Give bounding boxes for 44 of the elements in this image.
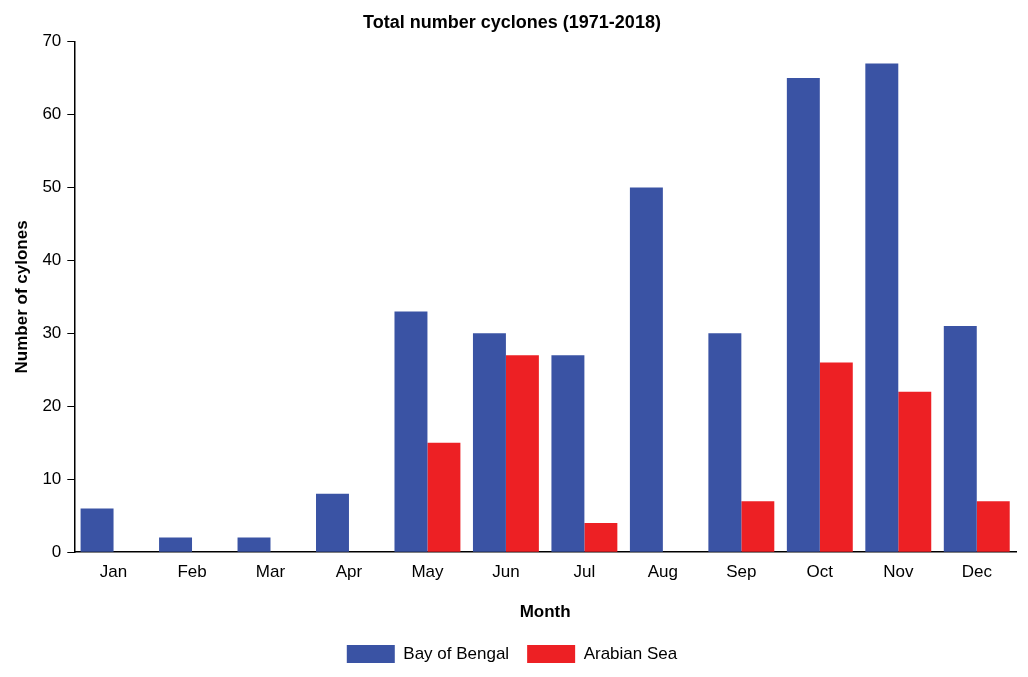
y-tick-label: 40 [42,250,62,270]
bar [898,391,932,552]
chart-title: Total number cyclones (1971-2018) [363,11,661,32]
bar [237,537,271,552]
bar [629,187,663,552]
bar [584,523,618,552]
x-tick-label: Apr [335,562,363,582]
y-tick-label: 20 [42,396,62,415]
y-tick-label: 70 [42,31,62,51]
x-tick-label: Mar [255,562,286,582]
bar [786,78,820,552]
x-tick-label: Dec [961,562,993,582]
y-tick-label: 60 [42,104,62,124]
x-axis-title: Month [519,602,571,622]
x-tick-label: Jul [573,562,596,582]
bar [708,333,742,552]
bar [159,537,193,552]
bar [472,333,506,552]
bar [394,311,428,552]
x-tick-label: Jun [492,562,520,582]
x-tick-label: Nov [883,562,914,582]
bar [943,326,977,552]
legend-label: Arabian Sea [583,643,678,663]
bar [976,501,1010,552]
bar [741,501,775,552]
bar [505,355,539,552]
y-tick-label: 30 [42,323,62,343]
x-tick-label: Jan [99,562,128,582]
bar [819,362,853,552]
bar [80,508,114,552]
x-tick-label: Sep [726,562,757,582]
bar [316,493,349,552]
bar [865,63,899,552]
x-tick-label: Feb [177,562,207,582]
y-tick-label: 50 [42,177,62,197]
x-tick-label: Aug [647,562,678,582]
x-tick-label: Oct [806,562,834,582]
y-axis-title: Number of cylones [11,220,31,374]
bar [551,355,585,552]
y-tick-label: 0 [51,541,62,561]
bar [427,442,461,552]
legend-label: Bay of Bengal [403,643,510,663]
y-tick-label: 10 [42,468,62,488]
x-tick-label: May [411,562,444,582]
